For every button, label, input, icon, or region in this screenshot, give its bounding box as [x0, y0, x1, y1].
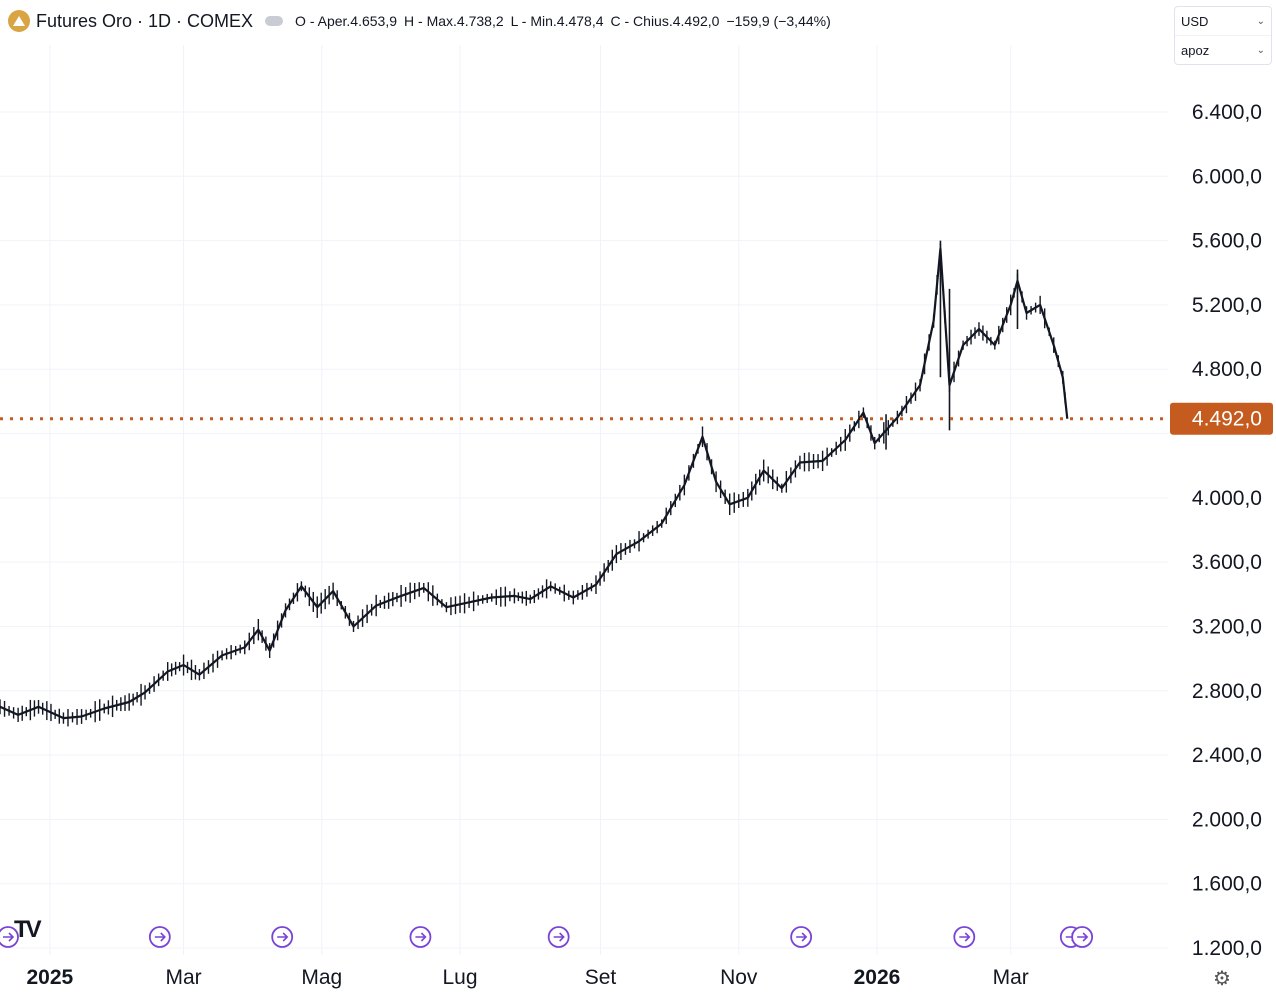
high-value: H - Max.4.738,2 [404, 13, 504, 29]
event-marker-icon [547, 926, 570, 948]
low-value: L - Min.4.478,4 [510, 13, 604, 29]
close-value: C - Chius.4.492,0 [610, 13, 720, 29]
y-tick-label: 2.800,0 [1192, 680, 1262, 703]
x-tick-label: 2026 [854, 966, 901, 989]
y-tick-label: 5.200,0 [1192, 294, 1262, 317]
chevron-down-icon: ⌄ [1256, 44, 1265, 56]
y-tick-label: 4.000,0 [1192, 487, 1262, 510]
y-tick-label: 2.000,0 [1192, 808, 1262, 831]
y-axis: 6.400,0 6.000,0 5.600,0 5.200,0 4.800,0 4.000… [1192, 101, 1262, 960]
x-tick-label: Mag [301, 966, 342, 989]
series-layer [0, 240, 1069, 727]
currency-select[interactable]: USD ⌄ [1181, 13, 1265, 29]
price-series-line [0, 247, 1069, 720]
y-tick-label: 2.400,0 [1192, 744, 1262, 767]
x-tick-label: Mar [993, 966, 1029, 989]
y-tick-label: 4.800,0 [1192, 358, 1262, 381]
x-tick-label: Mar [165, 966, 201, 989]
change-value: −159,9 (−3,44%) [726, 13, 831, 29]
chart-header: Futures Oro · 1D · COMEX O - Aper.4.653,… [8, 8, 831, 34]
event-markers [0, 926, 1094, 948]
event-marker-icon [409, 926, 432, 948]
gold-logo-icon[interactable] [8, 10, 30, 32]
y-tick-label: 3.600,0 [1192, 551, 1262, 574]
settings-gear-icon[interactable]: ⚙ [1213, 968, 1231, 990]
open-value: O - Aper.4.653,9 [295, 13, 398, 29]
x-tick-label: Lug [442, 966, 477, 989]
last-price-badge [1170, 402, 1273, 435]
event-marker-icon [0, 926, 19, 948]
y-tick-label: 3.200,0 [1192, 615, 1262, 638]
x-tick-label: Set [585, 966, 617, 989]
event-marker-icon [148, 926, 171, 948]
chevron-down-icon: ⌄ [1256, 15, 1265, 27]
symbol-title[interactable]: Futures Oro · 1D · COMEX [36, 10, 254, 31]
y-tick-label: 6.400,0 [1192, 101, 1262, 124]
y-tick-label: 6.000,0 [1192, 165, 1262, 188]
last-price-label: 4.492,0 [1192, 408, 1262, 431]
event-marker-icon [1071, 926, 1094, 948]
x-tick-label: 2025 [26, 966, 73, 989]
price-line-layer: 4.492,0 [0, 402, 1273, 435]
tradingview-logo-icon[interactable]: TV [14, 916, 42, 943]
market-status-icon[interactable] [265, 16, 284, 26]
y-tick-label: 5.600,0 [1192, 230, 1262, 253]
event-marker-icon [790, 926, 813, 948]
y-tick-label: 1.600,0 [1192, 873, 1262, 896]
y-tick-label: 1.200,0 [1192, 937, 1262, 960]
scale-select[interactable]: apoz ⌄ [1175, 35, 1271, 64]
x-tick-label: Nov [720, 966, 758, 989]
event-marker-icon [271, 926, 294, 948]
grid-layer [0, 45, 1168, 955]
scale-selectors: USD ⌄ apoz ⌄ [1174, 6, 1272, 65]
x-axis: 2025 Mar Mag Lug Set Nov 2026 Mar [26, 966, 1028, 989]
event-marker-icon [953, 926, 976, 948]
ohlc-readout: O - Aper.4.653,9 H - Max.4.738,2 L - Min… [295, 13, 831, 29]
